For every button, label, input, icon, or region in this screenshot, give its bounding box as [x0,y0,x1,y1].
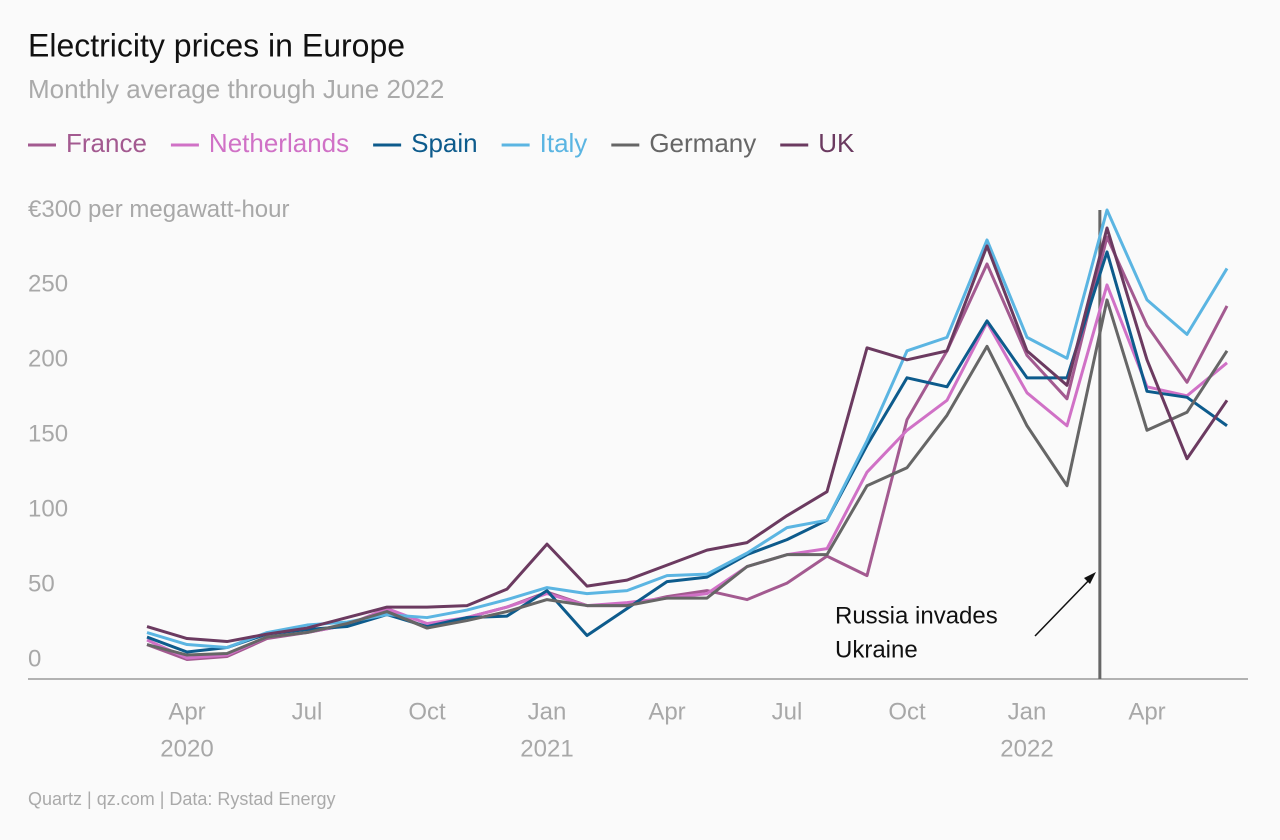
legend-label: Italy [540,128,588,158]
series-line [146,298,1229,657]
legend-label: Germany [649,128,756,158]
y-tick-label: 250 [28,271,68,298]
legend-label: Netherlands [209,128,349,158]
chart-title: Electricity prices in Europe [28,27,405,63]
x-tick-label: Jan [1008,698,1047,725]
arrow [1034,575,1094,637]
x-tick-year: 2021 [520,735,573,762]
x-tick-year: 2020 [160,735,213,762]
x-tick-label: Jul [292,698,323,725]
legend-label: Spain [411,128,478,158]
arrow-head [1084,572,1096,584]
x-tick-label: Oct [888,698,926,725]
legend-label: UK [818,128,855,158]
x-tick-label: Apr [168,698,205,725]
annotation-text: Russia invades [835,602,998,629]
legend-label: France [66,128,147,158]
y-tick-label: 150 [28,421,68,448]
x-tick-label: Jan [528,698,567,725]
chart-subtitle: Monthly average through June 2022 [28,74,444,104]
series-line [146,283,1228,660]
x-tick-label: Jul [772,698,803,725]
y-tick-label: 200 [28,346,68,373]
y-tick-label: €300 per megawatt-hour [28,196,290,223]
y-tick-label: 0 [28,645,41,672]
x-tick-label: Oct [408,698,446,725]
x-tick-label: Apr [648,698,685,725]
y-tick-label: 50 [28,570,55,597]
x-tick-year: 2022 [1000,735,1053,762]
x-tick-label: Apr [1128,698,1165,725]
source: Quartz | qz.com | Data: Rystad Energy [28,789,335,809]
series-line [146,226,1229,644]
y-tick-label: 100 [28,496,68,523]
series-line [146,250,1228,654]
series-line [146,208,1229,650]
annotation-text: Ukraine [835,636,918,663]
